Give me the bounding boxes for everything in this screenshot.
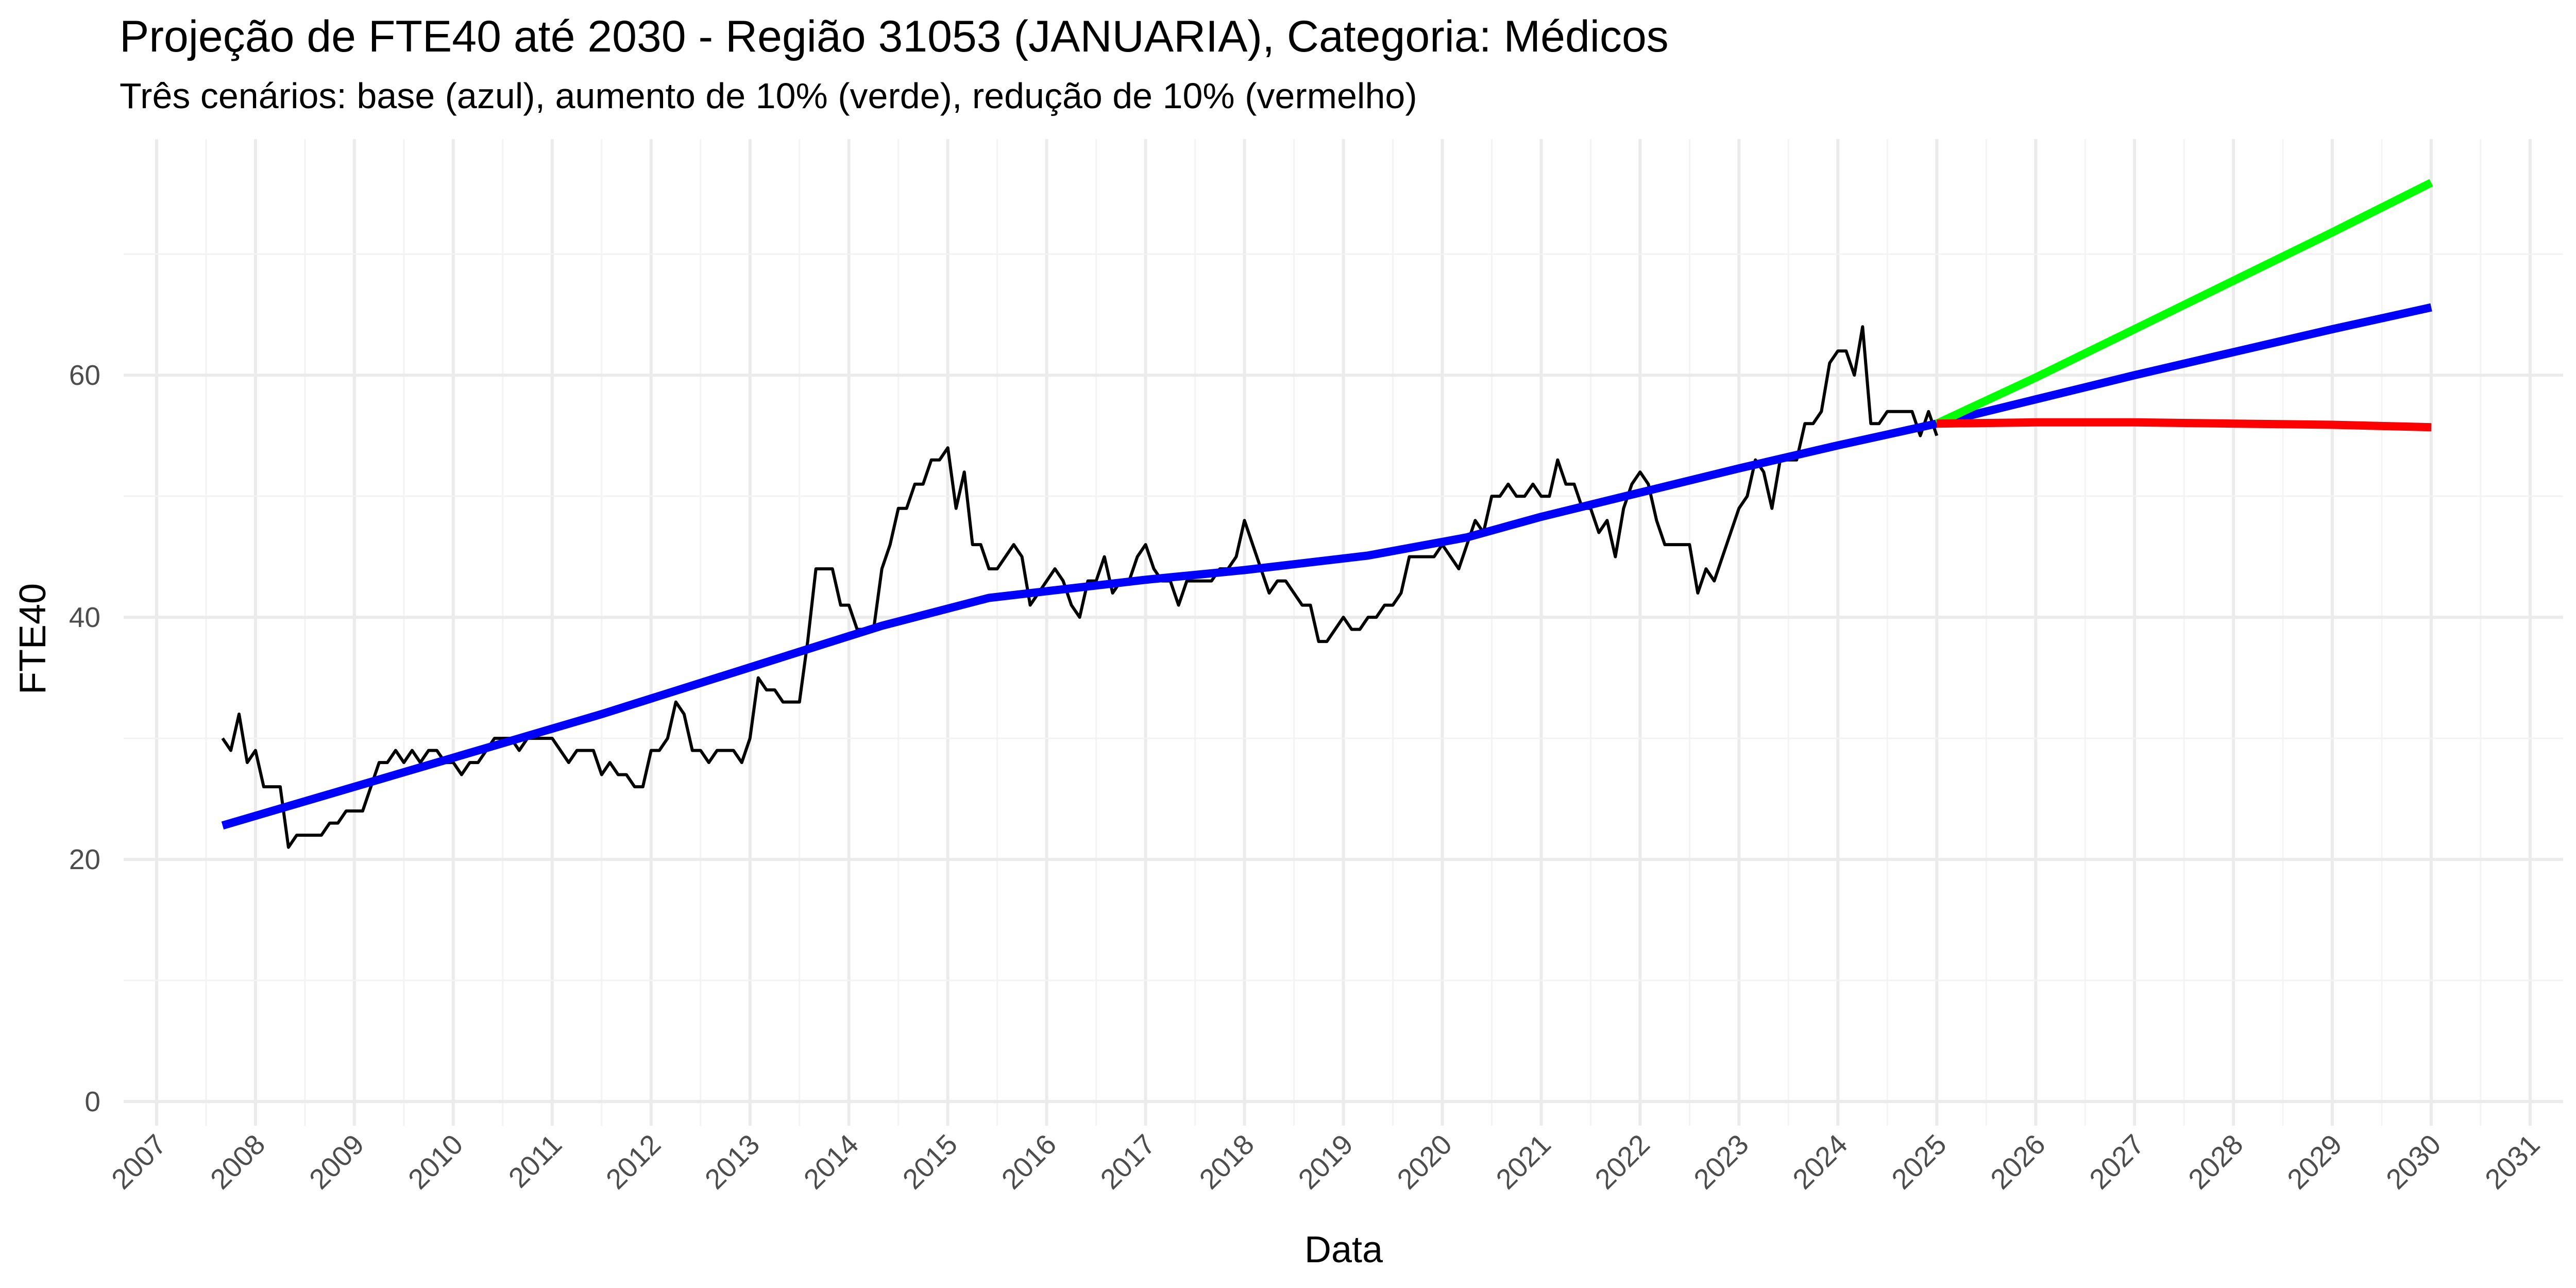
chart-subtitle: Três cenários: base (azul), aumento de 1… xyxy=(120,76,1417,116)
y-axis-tick-labels: 0 20 40 60 xyxy=(69,359,100,1117)
y-axis-title: FTE40 xyxy=(12,583,54,694)
series-increase-line xyxy=(1935,179,2433,428)
y-tick-label: 20 xyxy=(69,843,100,875)
plot-series xyxy=(221,179,2433,849)
gridlines xyxy=(124,139,2563,1126)
chart-title: Projeção de FTE40 até 2030 - Região 3105… xyxy=(120,12,1669,61)
series-base-line xyxy=(221,303,2432,829)
y-tick-label: 0 xyxy=(84,1086,100,1117)
y-tick-label: 40 xyxy=(69,601,100,633)
y-tick-label: 60 xyxy=(69,359,100,391)
series-decrease-line xyxy=(1937,418,2432,432)
x-axis-title: Data xyxy=(1304,1229,1383,1270)
